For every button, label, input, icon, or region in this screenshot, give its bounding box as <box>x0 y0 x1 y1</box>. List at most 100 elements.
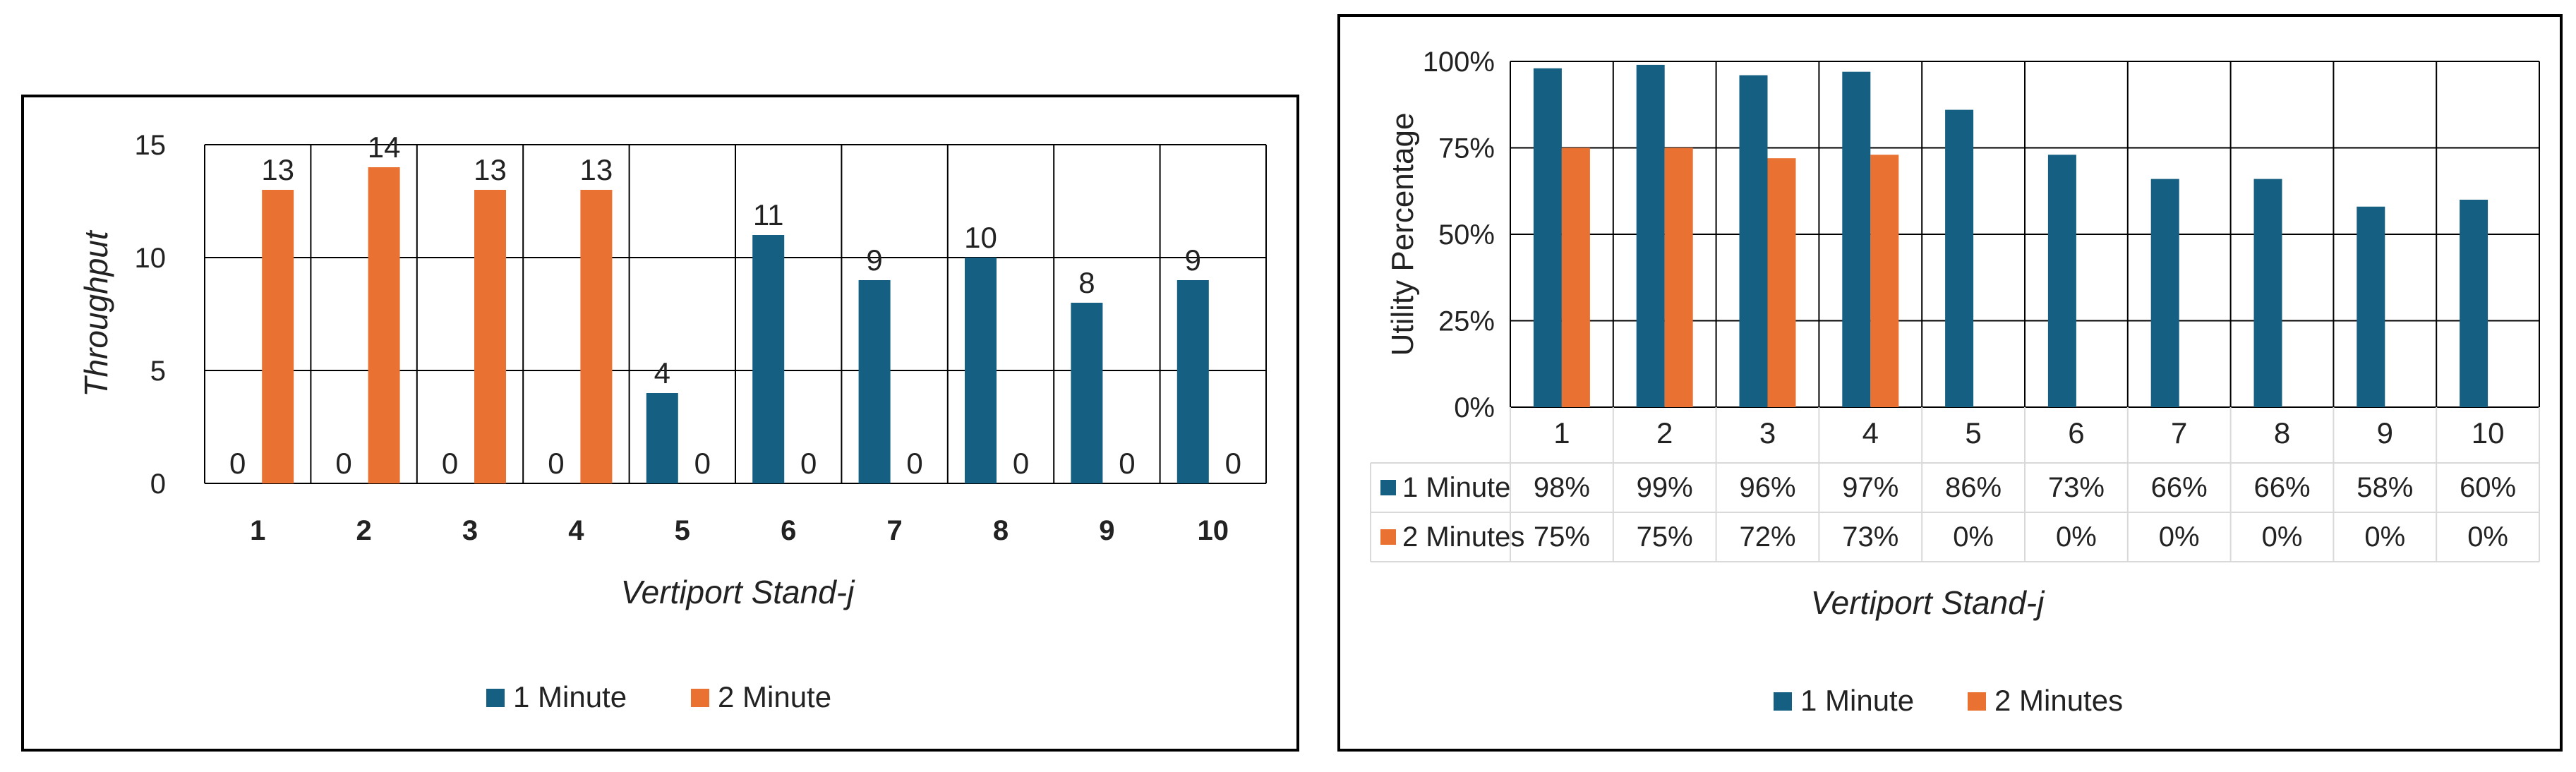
bar-2-minutes <box>1664 147 1693 407</box>
data-label: 0 <box>335 447 351 480</box>
x-tick-label: 5 <box>1965 416 1981 450</box>
table-cell: 98% <box>1534 472 1590 503</box>
table-cell: 66% <box>2151 472 2208 503</box>
table-cell: 66% <box>2253 472 2310 503</box>
y-tick-label: 75% <box>1438 133 1495 164</box>
legend-label: 1 Minute <box>1800 684 1914 717</box>
x-tick-label: 2 <box>356 515 371 546</box>
table-swatch-1-minute <box>1380 480 1396 495</box>
table-cell: 73% <box>2048 472 2105 503</box>
data-label: 0 <box>1013 447 1029 480</box>
throughput-chart: 0 5 10 15 0 13 1 0 14 2 0 13 3 0 13 4 4 0 5 11 0 6 9 0 7 10 0 8 8 0 9 9… <box>21 95 1299 752</box>
x-tick-label: 6 <box>781 515 796 546</box>
table-cell: 0% <box>2262 521 2303 553</box>
data-label: 0 <box>548 447 564 480</box>
table-cell: 75% <box>1637 521 1693 553</box>
legend-swatch-2-minute <box>691 689 709 707</box>
bar-1-minute <box>1533 68 1562 408</box>
table-cell: 97% <box>1842 472 1898 503</box>
x-tick-label: 4 <box>568 515 584 546</box>
data-label: 9 <box>1185 243 1201 277</box>
y-tick-label: 100% <box>1423 47 1495 78</box>
y-tick-label: 10 <box>135 243 167 274</box>
data-label: 11 <box>753 198 784 231</box>
table-cell: 0% <box>1953 521 1994 553</box>
x-tick-label: 9 <box>2377 416 2393 450</box>
table-cell: 96% <box>1739 472 1795 503</box>
bar-1-minute <box>1945 109 1974 407</box>
bar-1-minute <box>1739 75 1768 407</box>
x-axis-title: Vertiport Stand-j <box>621 574 855 610</box>
utility-chart: 0% 25% 50% 75% 100% 1 98% 75% 2 99% 75% 3 96% 72% 4 97%… <box>1337 14 2563 752</box>
x-tick-label: 1 <box>250 515 265 546</box>
x-tick-label: 10 <box>2472 416 2505 450</box>
data-label: 13 <box>580 153 613 186</box>
table-row-label: 2 Minutes <box>1402 521 1524 553</box>
legend-label: 2 Minutes <box>1994 684 2123 717</box>
bar-2-minutes <box>1561 147 1590 407</box>
bar-2-minute <box>262 190 294 483</box>
table-cell: 72% <box>1739 521 1795 553</box>
x-tick-label: 9 <box>1099 515 1114 546</box>
x-axis-title: Vertiport Stand-j <box>1811 584 2045 621</box>
x-tick-label: 8 <box>2274 416 2290 450</box>
table-cell: 0% <box>2467 521 2508 553</box>
bar-1-minute <box>1636 64 1665 408</box>
bar-1-minute <box>2357 206 2385 407</box>
utility-chart-svg: 0%25%50%75%100%198%75%299%75%396%72%497%… <box>1370 47 2540 717</box>
x-tick-label: 8 <box>993 515 1009 546</box>
table-cell: 0% <box>2159 521 2200 553</box>
data-label: 4 <box>654 356 670 390</box>
y-tick-label: 15 <box>135 130 167 161</box>
data-label: 9 <box>866 243 882 277</box>
x-tick-label: 7 <box>886 515 902 546</box>
bar-1-minute <box>2047 155 2076 408</box>
y-tick-label: 0 <box>150 469 166 500</box>
table-cell: 0% <box>2056 521 2097 553</box>
table-cell: 73% <box>1842 521 1898 553</box>
table-cell: 0% <box>2364 521 2405 553</box>
x-tick-label: 7 <box>2171 416 2187 450</box>
bar-2-minute <box>580 190 613 483</box>
bar-1-minute <box>2150 179 2179 407</box>
table-row-label: 1 Minute <box>1402 472 1510 503</box>
data-label: 0 <box>1119 447 1135 480</box>
data-label: 0 <box>229 447 246 480</box>
data-label: 10 <box>964 221 997 254</box>
bar-1-minute <box>1842 71 1871 407</box>
x-tick-label: 4 <box>1862 416 1879 450</box>
y-tick-label: 50% <box>1438 219 1495 251</box>
legend-label: 1 Minute <box>513 680 627 713</box>
x-tick-label: 3 <box>1759 416 1776 450</box>
table-cell: 60% <box>2460 472 2516 503</box>
table-cell: 86% <box>1945 472 2002 503</box>
bar-1-minute <box>1176 280 1209 483</box>
legend-swatch-2-minutes <box>1968 692 1986 711</box>
bar-1-minute <box>646 393 678 483</box>
bar-2-minute <box>474 190 506 483</box>
data-label: 14 <box>368 131 401 164</box>
bar-1-minute <box>2460 200 2488 407</box>
data-label: 13 <box>474 153 507 186</box>
x-tick-label: 10 <box>1198 515 1229 546</box>
x-tick-label: 6 <box>2068 416 2084 450</box>
y-tick-label: 5 <box>150 356 166 387</box>
table-cell: 99% <box>1637 472 1693 503</box>
legend-swatch-1-minute <box>1774 692 1792 711</box>
bar-1-minute <box>965 258 997 483</box>
data-label: 0 <box>800 447 817 480</box>
data-label: 8 <box>1078 266 1095 299</box>
y-tick-label: 0% <box>1454 392 1495 423</box>
throughput-chart-svg: 0510150131014201330134405110690710088099… <box>78 130 1267 713</box>
x-tick-label: 1 <box>1553 416 1570 450</box>
table-cell: 58% <box>2357 472 2413 503</box>
y-axis-title: Utility Percentage <box>1385 113 1420 356</box>
data-label: 0 <box>906 447 922 480</box>
data-label: 13 <box>261 153 294 186</box>
bar-2-minutes <box>1870 155 1899 408</box>
y-axis-title: Throughput <box>78 229 114 397</box>
table-cell: 75% <box>1534 521 1590 553</box>
legend-label: 2 Minute <box>718 680 831 713</box>
bar-2-minutes <box>1767 158 1796 407</box>
x-tick-label: 2 <box>1656 416 1673 450</box>
